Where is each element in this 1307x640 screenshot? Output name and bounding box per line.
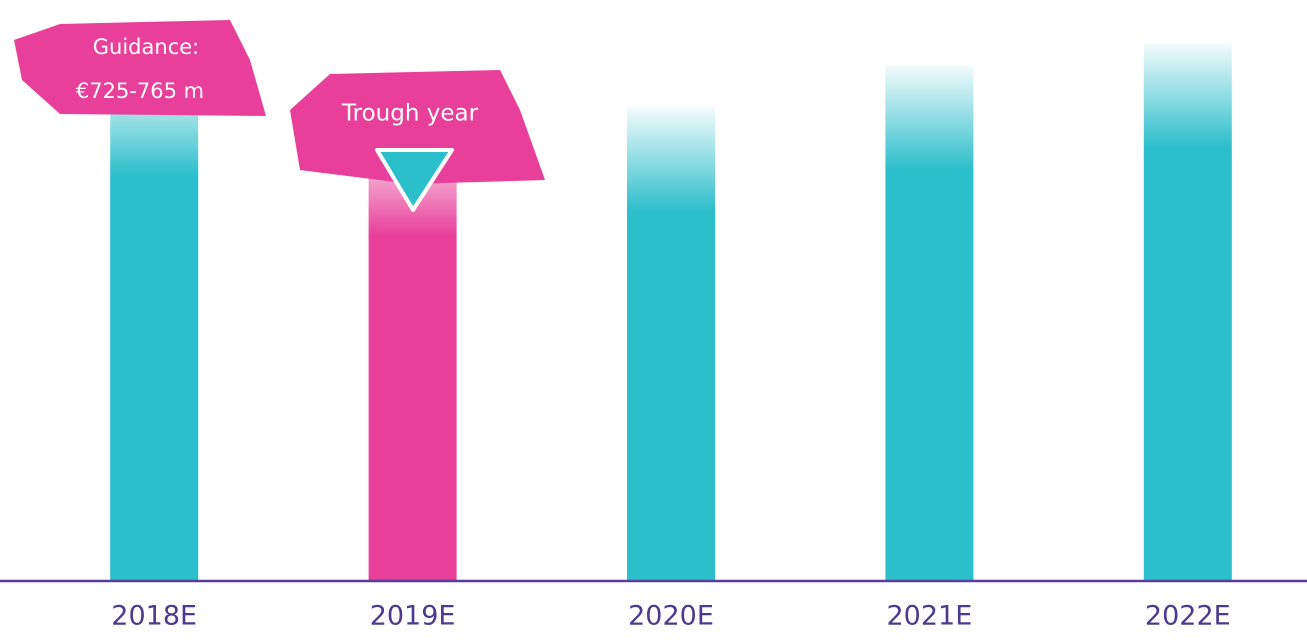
bar xyxy=(627,106,715,582)
x-tick-label: 2020E xyxy=(628,601,714,632)
x-tick-label: 2021E xyxy=(887,601,973,632)
bar xyxy=(885,65,974,581)
bar xyxy=(1143,42,1232,581)
bars xyxy=(110,42,1232,582)
x-tick-label: 2022E xyxy=(1145,601,1231,632)
annotation-bubble xyxy=(14,20,266,116)
trough-marker xyxy=(375,148,454,212)
x-tick-label: 2019E xyxy=(370,601,456,632)
annotation-text: €725-765 m xyxy=(76,79,204,103)
x-tick-label: 2018E xyxy=(111,601,197,632)
bar xyxy=(110,70,199,581)
annotation-text: Guidance: xyxy=(93,35,199,59)
annotation-bubble xyxy=(290,70,545,184)
annotation-text: Trough year xyxy=(341,101,479,127)
